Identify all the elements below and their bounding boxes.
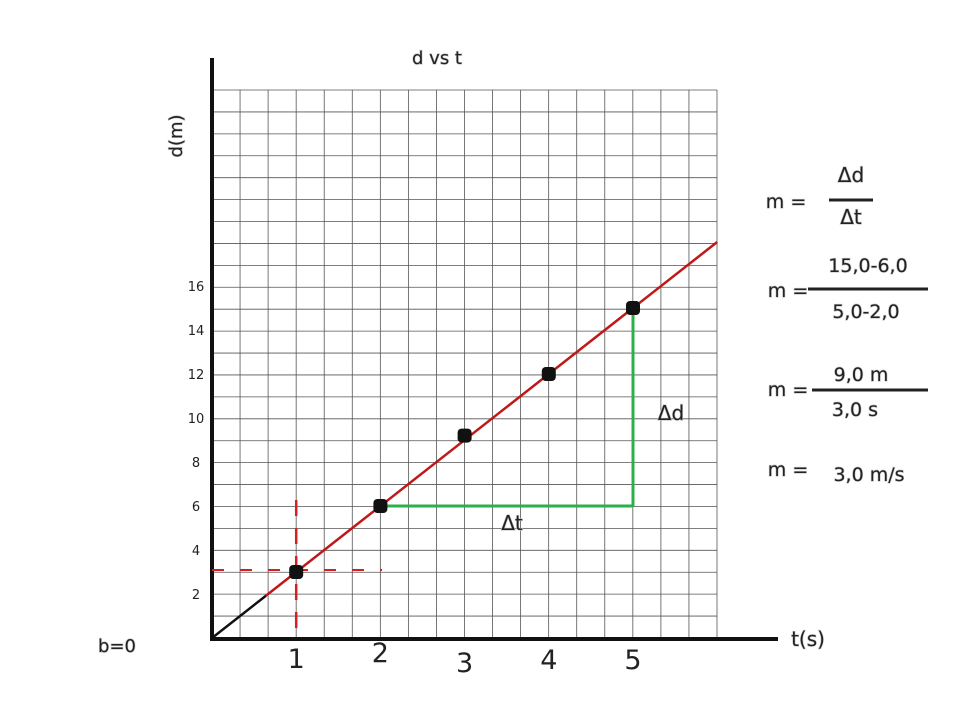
y-tick-label: 12 bbox=[188, 368, 205, 383]
y-tick-label: 16 bbox=[188, 280, 205, 295]
y-tick-label: 4 bbox=[192, 544, 200, 559]
y-tick-label: 8 bbox=[192, 456, 200, 471]
grid bbox=[211, 89, 718, 639]
x-tick-label: 5 bbox=[624, 645, 641, 676]
x-tick-label: 3 bbox=[456, 648, 473, 679]
formula-4-result: 3,0 m/s bbox=[833, 464, 904, 486]
data-point bbox=[373, 499, 388, 513]
data-points bbox=[289, 301, 640, 579]
formula-3-numerator: 9,0 m bbox=[834, 364, 889, 386]
data-point bbox=[541, 367, 556, 381]
x-tick-label: 4 bbox=[540, 645, 557, 676]
fit-line-group bbox=[211, 241, 718, 639]
formula-1-lhs: m = bbox=[766, 191, 806, 213]
y-tick-label: 2 bbox=[192, 588, 200, 603]
y-tick-label: 10 bbox=[188, 412, 205, 427]
y-axis-label: d(m) bbox=[166, 114, 187, 157]
slope-formulas: m = Δd Δt m = 15,0-6,0 5,0-2,0 m = 9,0 m… bbox=[765, 162, 928, 487]
data-point bbox=[289, 565, 304, 579]
x-tick-label: 2 bbox=[372, 638, 389, 669]
formula-3-lhs: m = bbox=[768, 379, 808, 401]
slope-triangle bbox=[380, 308, 635, 508]
x-tick-label: 1 bbox=[288, 644, 305, 675]
data-point bbox=[626, 301, 640, 315]
formula-1-denominator: Δt bbox=[840, 205, 862, 229]
delta-d-label: Δd bbox=[658, 401, 684, 425]
formula-2-denominator: 5,0-2,0 bbox=[832, 301, 899, 323]
intercept-label: b=0 bbox=[98, 636, 136, 657]
formula-3-denominator: 3,0 s bbox=[832, 399, 878, 421]
y-tick-labels: 2 4 6 8 10 12 14 16 bbox=[188, 280, 205, 603]
fit-line-extension bbox=[211, 594, 267, 639]
y-tick-label: 14 bbox=[188, 324, 205, 339]
formula-2-lhs: m = bbox=[768, 280, 808, 302]
delta-t-label: Δt bbox=[501, 511, 523, 535]
formula-4-lhs: m = bbox=[768, 459, 808, 481]
formula-1-numerator: Δd bbox=[838, 163, 864, 187]
y-tick-label: 6 bbox=[192, 500, 200, 515]
x-tick-labels: 1 2 3 4 5 bbox=[288, 638, 642, 679]
formula-2-numerator: 15,0-6,0 bbox=[828, 255, 907, 277]
data-point bbox=[457, 428, 472, 443]
x-axis-label: t(s) bbox=[791, 627, 825, 651]
fit-line bbox=[265, 241, 718, 597]
chart-title: d vs t bbox=[412, 48, 462, 69]
axes bbox=[210, 58, 778, 641]
